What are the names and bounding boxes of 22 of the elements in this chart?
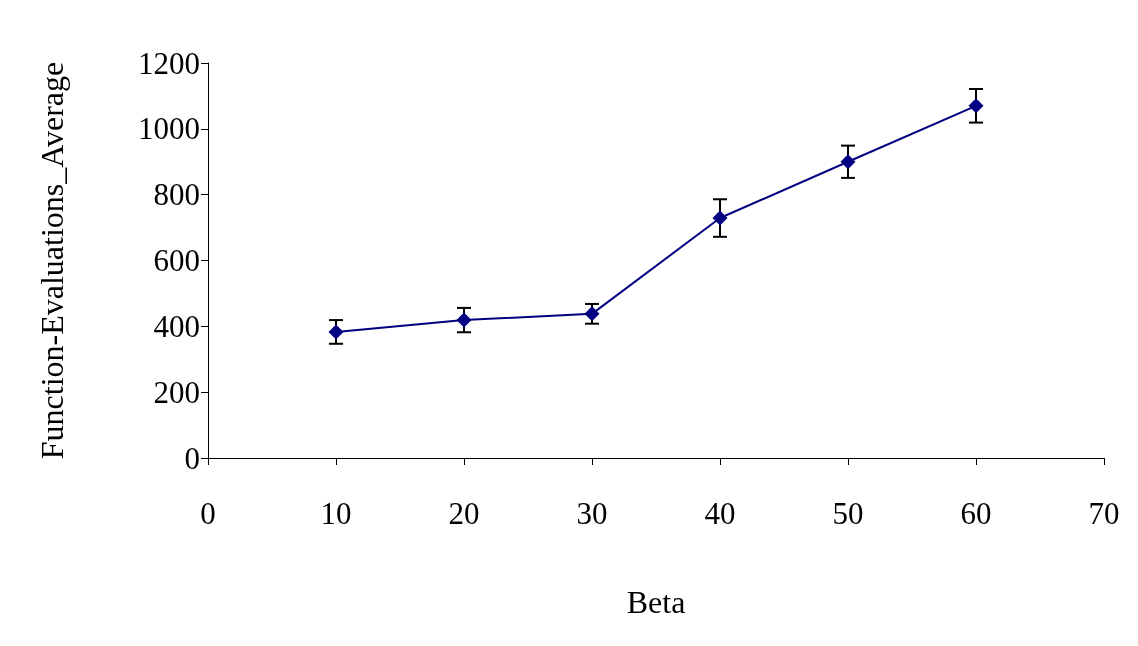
y-tick-label: 1200 [138,45,200,81]
point [712,210,728,226]
point [456,312,472,328]
y-tick-label: 800 [153,177,200,213]
x-tick-label: 40 [704,496,736,531]
x-tick-label: 70 [1088,496,1120,531]
x-tick-label: 60 [960,496,992,531]
y-axis-title: Function-Evaluations_Average [34,61,70,460]
y-tick-label: 0 [184,440,200,476]
point [584,306,600,322]
x-tick-label: 20 [448,496,480,531]
point [840,154,856,170]
x-tick-label: 10 [320,496,352,531]
y-tick-label: 400 [153,308,200,344]
y-tick-label: 600 [153,243,200,278]
y-tick-label: 1000 [138,111,200,147]
point [968,98,984,114]
x-tick-label: 30 [576,496,608,531]
point [328,324,344,340]
x-axis-title: Beta [626,584,686,620]
y-tick-label: 200 [153,374,200,410]
x-tick-label: 50 [832,496,864,531]
